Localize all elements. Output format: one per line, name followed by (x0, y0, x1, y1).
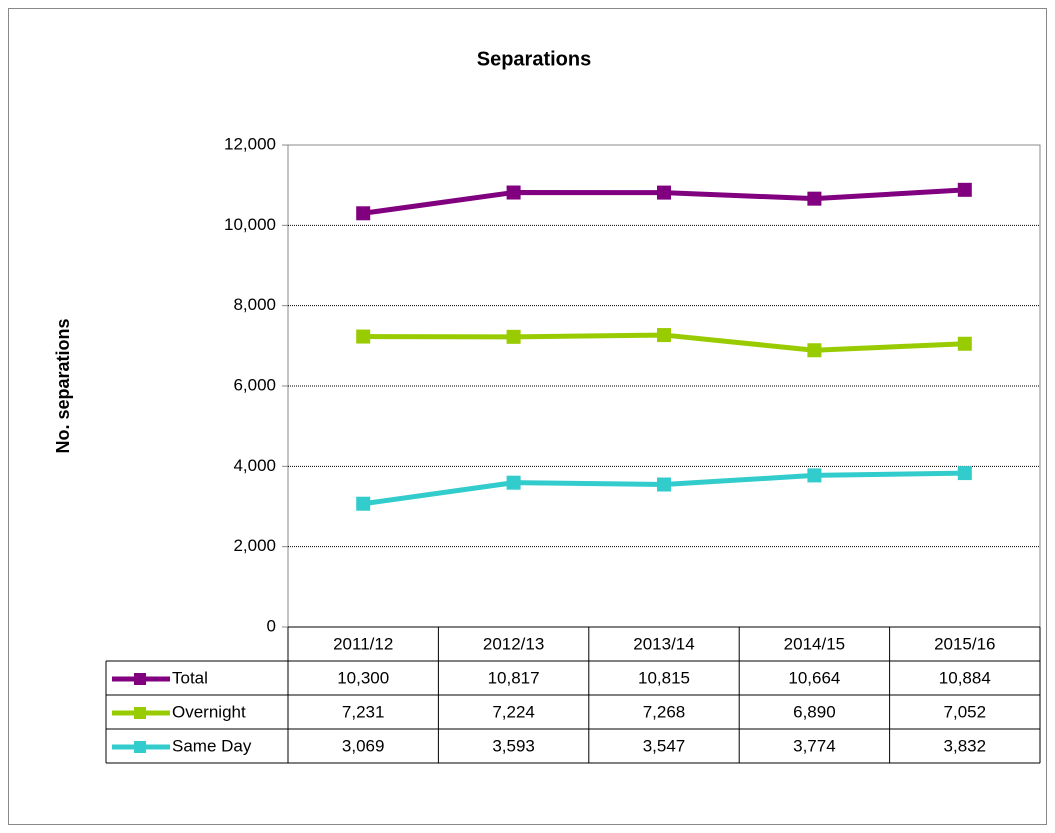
marker (957, 336, 972, 351)
y-tick-label: 0 (267, 616, 276, 635)
marker (957, 466, 972, 481)
x-tick-label: 2014/15 (784, 634, 845, 653)
table-value: 7,224 (492, 702, 535, 721)
x-tick-label: 2013/14 (633, 634, 694, 653)
table-value: 10,815 (638, 668, 690, 687)
marker (807, 343, 822, 358)
marker (657, 185, 671, 200)
legend-label: Total (172, 668, 208, 687)
table-value: 7,052 (944, 702, 987, 721)
table-value: 6,890 (793, 702, 836, 721)
legend-key-marker (134, 673, 146, 685)
y-tick-label: 10,000 (224, 215, 276, 234)
x-tick-label: 2015/16 (934, 634, 995, 653)
table-value: 3,593 (492, 736, 535, 755)
table-value: 7,268 (643, 702, 686, 721)
marker (356, 329, 371, 344)
table-value: 10,817 (488, 668, 540, 687)
table-value: 10,300 (337, 668, 389, 687)
chart-title: Separations (477, 48, 591, 70)
table-value: 3,774 (793, 736, 836, 755)
y-tick-label: 12,000 (224, 134, 276, 153)
table-value: 3,547 (643, 736, 686, 755)
table-value: 3,069 (342, 736, 385, 755)
marker (657, 477, 671, 492)
y-tick-label: 6,000 (233, 375, 276, 394)
marker (657, 328, 671, 343)
x-tick-label: 2012/13 (483, 634, 544, 653)
marker (807, 191, 822, 206)
table-value: 10,884 (939, 668, 991, 687)
marker (356, 496, 371, 511)
marker (807, 468, 822, 483)
y-tick-label: 2,000 (233, 536, 276, 555)
y-tick-label: 4,000 (233, 456, 276, 475)
legend-key-marker (134, 707, 146, 719)
legend-label: Same Day (172, 736, 252, 755)
marker (957, 182, 972, 197)
table-value: 10,664 (788, 668, 840, 687)
legend-label: Overnight (172, 702, 246, 721)
x-tick-label: 2011/12 (333, 634, 393, 653)
marker (506, 185, 521, 200)
table-value: 3,832 (944, 736, 987, 755)
legend-key-marker (134, 741, 146, 753)
marker (356, 206, 371, 221)
marker (506, 329, 521, 344)
y-tick-label: 8,000 (233, 295, 276, 314)
table-value: 7,231 (342, 702, 385, 721)
y-axis-label: No. separations (53, 318, 73, 453)
marker (506, 475, 521, 490)
